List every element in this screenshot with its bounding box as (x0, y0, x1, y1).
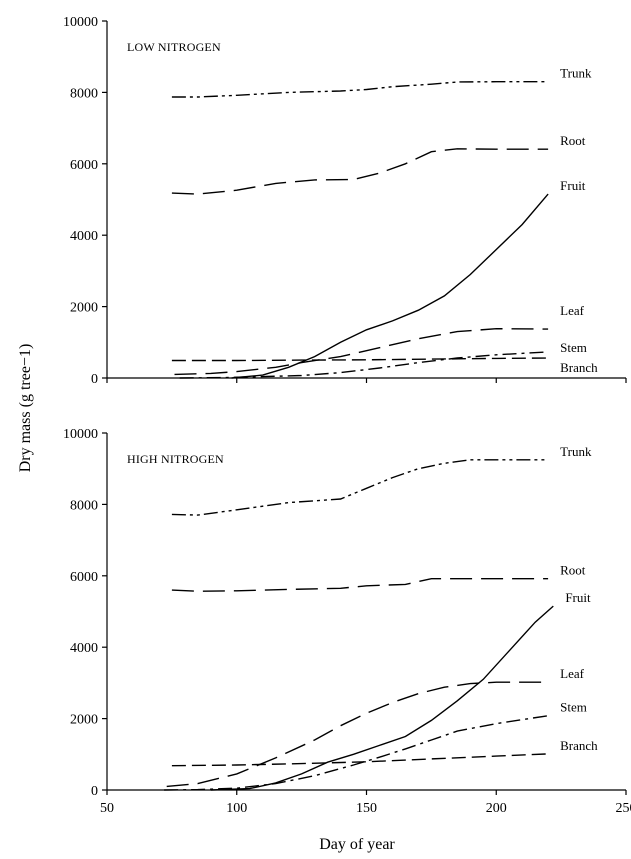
y-tick-label: 10000 (63, 15, 98, 30)
series-line-root (171, 148, 549, 195)
series-label-stem: Stem (560, 340, 587, 355)
panel-0: 0 2000 4000 6000 8000 10000 LOW NITROGEN Trunk R… (63, 15, 627, 387)
series-label-trunk: Trunk (560, 66, 592, 81)
series-line-root (171, 578, 549, 592)
y-tick-label: 8000 (70, 86, 98, 101)
series-label-stem: Stem (560, 700, 587, 715)
series-line-leaf (174, 327, 549, 376)
x-tick-label: 200 (486, 801, 507, 816)
y-tick-label: 2000 (70, 301, 98, 316)
series-label-fruit: Fruit (560, 178, 586, 193)
y-tick-label: 0 (91, 784, 98, 799)
series-line-fruit (210, 605, 554, 791)
x-tick-label: 250 (616, 801, 631, 816)
y-tick-label: 10000 (63, 427, 98, 442)
series-label-leaf: Leaf (560, 303, 584, 318)
y-tick-label: 0 (91, 372, 98, 387)
series-line-trunk (171, 81, 549, 98)
series-label-root: Root (560, 563, 586, 578)
series-label-root: Root (560, 133, 586, 148)
x-axis-title: Day of year (319, 836, 395, 853)
series-label-branch: Branch (560, 360, 598, 375)
series-line-trunk (171, 459, 549, 516)
y-tick-label: 6000 (70, 158, 98, 173)
series-line-stem (179, 351, 549, 379)
y-tick-label: 4000 (70, 641, 98, 656)
y-tick-label: 4000 (70, 229, 98, 244)
panel-title: LOW NITROGEN (127, 40, 221, 54)
y-axis-title: Dry mass (g tree−1) (17, 344, 34, 473)
series-line-fruit (231, 193, 549, 379)
series-line-branch (171, 753, 549, 767)
y-tick-label: 8000 (70, 498, 98, 513)
panel-title: HIGH NITROGEN (127, 452, 224, 466)
x-tick-label: 100 (226, 801, 247, 816)
x-tick-label: 150 (356, 801, 377, 816)
series-label-branch: Branch (560, 738, 598, 753)
series-label-trunk: Trunk (560, 444, 592, 459)
series-label-leaf: Leaf (560, 666, 584, 681)
panel-1: 0 2000 4000 6000 8000 10000 50 100 150 200 250 HIGH… (63, 427, 631, 816)
series-line-leaf (166, 681, 549, 788)
series-line-stem (164, 715, 549, 791)
y-tick-label: 6000 (70, 570, 98, 585)
series-line-branch (171, 357, 549, 362)
x-tick-label: 50 (100, 801, 114, 816)
series-label-fruit: Fruit (565, 590, 591, 605)
y-tick-label: 2000 (70, 713, 98, 728)
